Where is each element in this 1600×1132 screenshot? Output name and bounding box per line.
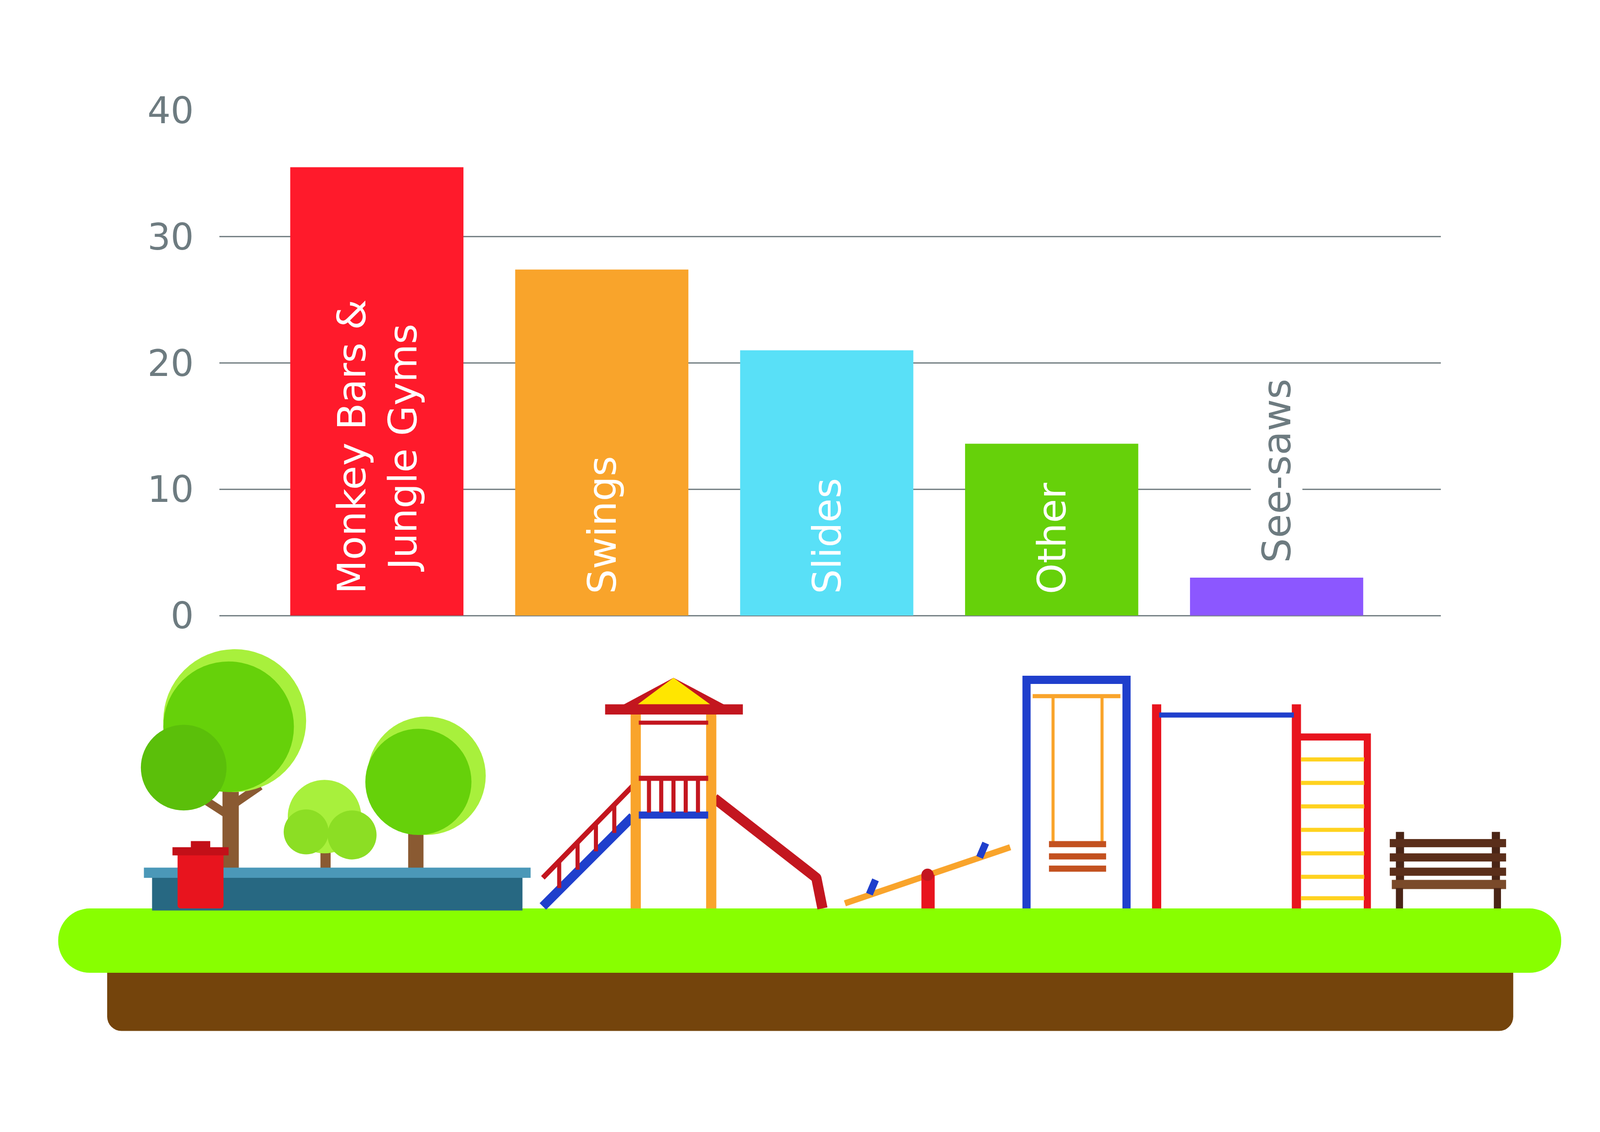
svg-text:0: 0 — [170, 594, 194, 637]
svg-text:Other: Other — [1028, 482, 1075, 594]
svg-text:30: 30 — [147, 215, 194, 259]
svg-text:Swings: Swings — [579, 455, 625, 594]
svg-text:20: 20 — [147, 342, 194, 385]
svg-text:Monkey Bars &Jungle Gyms: Monkey Bars &Jungle Gyms — [328, 299, 426, 594]
svg-text:See-saws: See-saws — [1253, 378, 1300, 563]
svg-text:10: 10 — [147, 467, 194, 511]
svg-text:Slides: Slides — [804, 477, 850, 594]
svg-text:40: 40 — [147, 89, 194, 132]
